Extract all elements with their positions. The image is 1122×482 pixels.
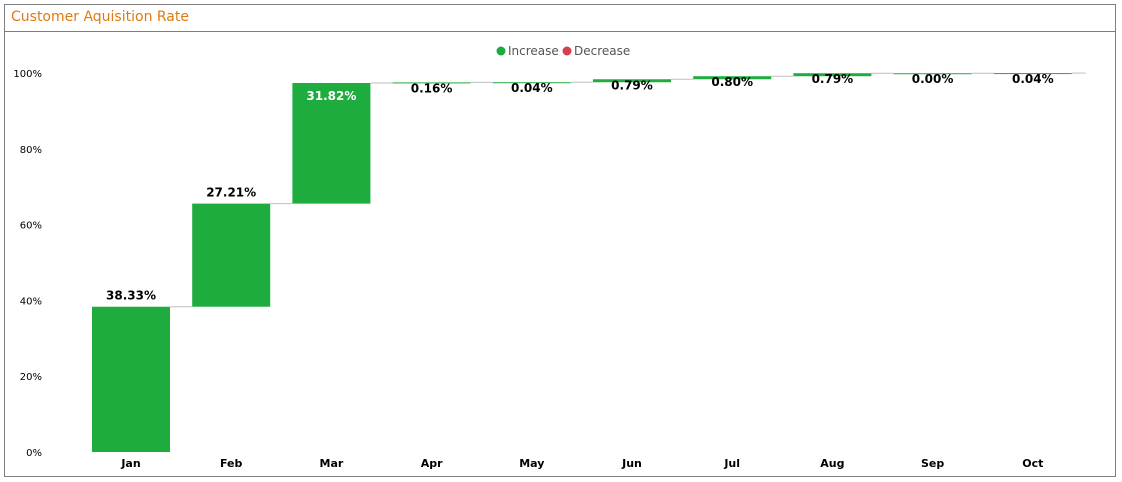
- data-label-sep: 0.00%: [912, 72, 954, 86]
- y-tick-label: 20%: [20, 372, 42, 383]
- bars: [92, 73, 1072, 452]
- y-axis: 0% 20% 40% 60% 80% 100%: [13, 69, 42, 459]
- data-label-jan: 38.33%: [106, 289, 156, 303]
- data-label-feb: 27.21%: [206, 186, 256, 200]
- data-label-may: 0.04%: [511, 81, 553, 95]
- x-axis: Jan Feb Mar Apr May Jun Jul Aug Sep Oct: [120, 457, 1043, 470]
- x-tick-label-jun: Jun: [621, 457, 642, 470]
- x-tick-label-may: May: [519, 457, 544, 470]
- x-tick-label-sep: Sep: [921, 457, 944, 470]
- y-tick-label: 80%: [20, 145, 42, 156]
- x-tick-label-jan: Jan: [120, 457, 140, 470]
- data-label-jun: 0.79%: [611, 78, 653, 92]
- data-label-jul: 0.80%: [711, 75, 753, 89]
- data-label-oct: 0.04%: [1012, 72, 1054, 86]
- x-tick-label-oct: Oct: [1022, 457, 1043, 470]
- x-tick-label-feb: Feb: [220, 457, 243, 470]
- data-label-aug: 0.79%: [812, 72, 854, 86]
- x-tick-label-aug: Aug: [820, 457, 844, 470]
- y-tick-label: 100%: [13, 69, 42, 80]
- y-tick-label: 40%: [20, 296, 42, 307]
- x-tick-label-jul: Jul: [723, 457, 740, 470]
- chart-legend[interactable]: Increase Decrease: [497, 44, 631, 58]
- y-tick-label: 0%: [26, 448, 42, 459]
- x-tick-label-mar: Mar: [320, 457, 344, 470]
- legend-dot-decrease: [563, 47, 572, 56]
- y-tick-label: 60%: [20, 221, 42, 232]
- data-label-mar: 31.82%: [306, 89, 356, 103]
- x-tick-label-apr: Apr: [421, 457, 443, 470]
- bar-feb: [192, 204, 270, 307]
- data-label-apr: 0.16%: [411, 81, 453, 95]
- legend-label-increase: Increase: [508, 44, 559, 58]
- legend-label-decrease: Decrease: [574, 44, 630, 58]
- bar-jan: [92, 307, 170, 452]
- legend-dot-increase: [497, 47, 506, 56]
